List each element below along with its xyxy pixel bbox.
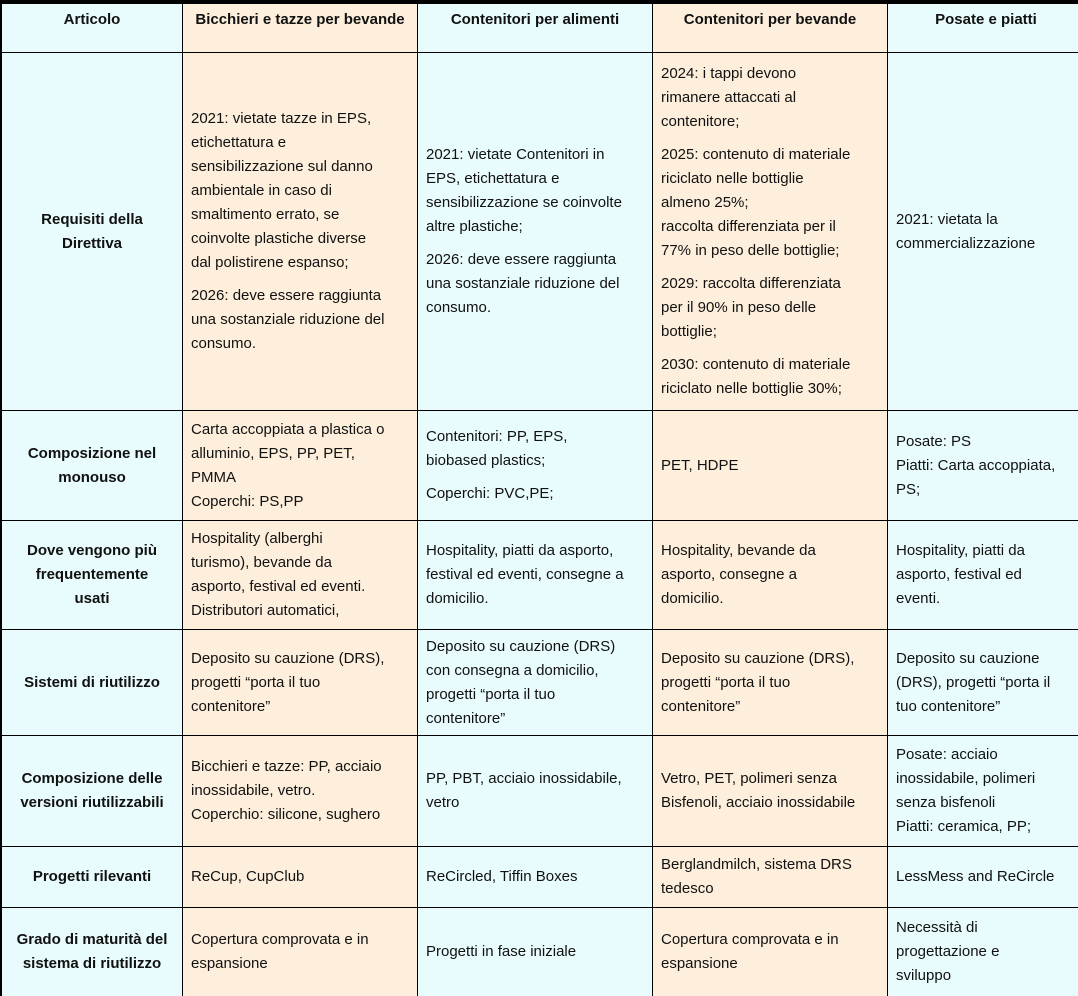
- cell-paragraph: Deposito su cauzione (DRS), progetti “po…: [896, 649, 1051, 715]
- table-cell: Posate: PS Piatti: Carta accoppiata, PS;: [888, 411, 1078, 520]
- table-cell: Copertura comprovata e in espansione: [653, 908, 887, 996]
- cell-paragraph: Berglandmilch, sistema DRS tedesco: [661, 856, 852, 897]
- table-cell: Posate: acciaio inossidabile, polimeri s…: [888, 736, 1078, 846]
- table-cell: 2024: i tappi devono rimanere attaccati …: [653, 53, 887, 410]
- table-cell: Necessità di progettazione e sviluppo: [888, 908, 1078, 996]
- cell-paragraph: Copertura comprovata e in espansione: [191, 931, 369, 972]
- row-header-label: Requisiti della Direttiva: [41, 210, 143, 252]
- table-cell: Deposito su cauzione (DRS), progetti “po…: [888, 630, 1078, 735]
- column-header-label: Contenitori per bevande: [683, 11, 857, 28]
- cell-paragraph: PET, HDPE: [661, 456, 739, 474]
- cell-paragraph: Copertura comprovata e in espansione: [661, 931, 839, 972]
- cell-paragraph: Deposito su cauzione (DRS) con consegna …: [426, 637, 616, 727]
- cell-paragraph: Hospitality, piatti da asporto, festival…: [426, 542, 624, 607]
- cell-paragraph: PP, PBT, acciaio inossidabile, vetro: [426, 770, 622, 811]
- table-cell: Deposito su cauzione (DRS), progetti “po…: [653, 630, 887, 735]
- cell-paragraph: 2029: raccolta differenziata per il 90% …: [661, 275, 841, 340]
- column-header: Contenitori per bevande: [653, 4, 887, 52]
- table-cell: Hospitality, piatti da asporto, festival…: [418, 521, 652, 629]
- cell-paragraph: Hospitality (alberghi turismo), bevande …: [191, 530, 366, 619]
- row-header: Composizione delle versioni riutilizzabi…: [2, 736, 182, 846]
- row-header: Requisiti della Direttiva: [2, 53, 182, 410]
- cell-paragraph: 2024: i tappi devono rimanere attaccati …: [661, 65, 797, 130]
- table-cell: Hospitality, bevande da asporto, consegn…: [653, 521, 887, 629]
- table-cell: 2021: vietate Contenitori in EPS, etiche…: [418, 53, 652, 410]
- cell-paragraph: 2026: deve essere raggiunta una sostanzi…: [191, 287, 385, 352]
- table-cell: Carta accoppiata a plastica o alluminio,…: [183, 411, 417, 520]
- cell-paragraph: 2025: contenuto di materiale riciclato n…: [661, 146, 851, 259]
- table-cell: Copertura comprovata e in espansione: [183, 908, 417, 996]
- cell-paragraph: Progetti in fase iniziale: [426, 943, 577, 960]
- cell-paragraph: Hospitality, bevande da asporto, consegn…: [661, 542, 816, 607]
- row-header-label: Sistemi di riutilizzo: [24, 673, 160, 691]
- cell-paragraph: ReCircled, Tiffin Boxes: [426, 868, 578, 885]
- cell-paragraph: Coperchi: PVC,PE;: [426, 485, 554, 502]
- table-cell: ReCup, CupClub: [183, 847, 417, 907]
- cell-paragraph: Hospitality, piatti da asporto, festival…: [896, 542, 1025, 607]
- cell-paragraph: ReCup, CupClub: [191, 868, 305, 885]
- table-cell: Berglandmilch, sistema DRS tedesco: [653, 847, 887, 907]
- cell-paragraph: Contenitori: PP, EPS, biobased plastics;: [426, 428, 568, 469]
- row-header: Dove vengono più frequentemente usati: [2, 521, 182, 629]
- table-cell: LessMess and ReCircle: [888, 847, 1078, 907]
- table-cell: Bicchieri e tazze: PP, acciaio inossidab…: [183, 736, 417, 846]
- table-cell: Hospitality (alberghi turismo), bevande …: [183, 521, 417, 629]
- cell-paragraph: Posate: PS Piatti: Carta accoppiata, PS;: [896, 432, 1056, 498]
- row-header-label: Composizione delle versioni riutilizzabi…: [20, 770, 164, 811]
- column-header-label: Articolo: [63, 11, 121, 28]
- cell-paragraph: Carta accoppiata a plastica o alluminio,…: [191, 420, 385, 510]
- column-header-label: Posate e piatti: [935, 11, 1037, 28]
- cell-paragraph: 2021: vietate tazze in EPS, etichettatur…: [191, 110, 373, 271]
- column-header: Posate e piatti: [888, 4, 1078, 52]
- table-cell: PET, HDPE: [653, 411, 887, 520]
- row-header-label: Grado di maturità del sistema di riutili…: [16, 931, 168, 972]
- table-cell: 2021: vietata la commercializzazione: [888, 53, 1078, 410]
- column-header: Contenitori per alimenti: [418, 4, 652, 52]
- cell-paragraph: LessMess and ReCircle: [896, 868, 1055, 885]
- table-cell: Contenitori: PP, EPS, biobased plastics;…: [418, 411, 652, 520]
- cell-paragraph: Posate: acciaio inossidabile, polimeri s…: [896, 746, 1036, 835]
- table-cell: Deposito su cauzione (DRS), progetti “po…: [183, 630, 417, 735]
- cell-paragraph: Bicchieri e tazze: PP, acciaio inossidab…: [191, 758, 382, 823]
- column-header: Articolo: [2, 4, 182, 52]
- cell-paragraph: Vetro, PET, polimeri senza Bisfenoli, ac…: [661, 770, 856, 811]
- row-header-label: Composizione nel monouso: [27, 444, 157, 486]
- cell-paragraph: Necessità di progettazione e sviluppo: [896, 919, 1000, 984]
- cell-paragraph: 2021: vietate Contenitori in EPS, etiche…: [426, 146, 622, 235]
- column-header: Bicchieri e tazze per bevande: [183, 4, 417, 52]
- table-cell: ReCircled, Tiffin Boxes: [418, 847, 652, 907]
- row-header: Composizione nel monouso: [2, 411, 182, 520]
- table-cell: Deposito su cauzione (DRS) con consegna …: [418, 630, 652, 735]
- cell-paragraph: 2021: vietata la commercializzazione: [896, 210, 1036, 252]
- column-header-label: Bicchieri e tazze per bevande: [195, 11, 405, 28]
- row-header: Grado di maturità del sistema di riutili…: [2, 908, 182, 996]
- cell-paragraph: Deposito su cauzione (DRS), progetti “po…: [191, 649, 385, 715]
- row-header: Sistemi di riutilizzo: [2, 630, 182, 735]
- cell-paragraph: 2030: contenuto di materiale riciclato n…: [661, 356, 851, 397]
- cell-paragraph: Deposito su cauzione (DRS), progetti “po…: [661, 649, 855, 715]
- table-cell: Progetti in fase iniziale: [418, 908, 652, 996]
- row-header-label: Progetti rilevanti: [32, 868, 152, 885]
- column-header-label: Contenitori per alimenti: [450, 11, 620, 28]
- table-cell: Hospitality, piatti da asporto, festival…: [888, 521, 1078, 629]
- cell-paragraph: 2026: deve essere raggiunta una sostanzi…: [426, 251, 620, 316]
- row-header: Progetti rilevanti: [2, 847, 182, 907]
- table-cell: 2021: vietate tazze in EPS, etichettatur…: [183, 53, 417, 410]
- row-header-label: Dove vengono più frequentemente usati: [26, 542, 157, 607]
- table-cell: Vetro, PET, polimeri senza Bisfenoli, ac…: [653, 736, 887, 846]
- table-cell: PP, PBT, acciaio inossidabile, vetro: [418, 736, 652, 846]
